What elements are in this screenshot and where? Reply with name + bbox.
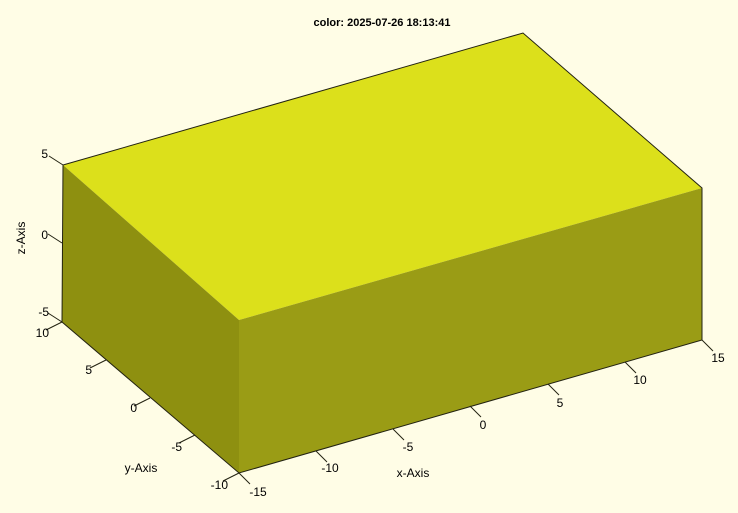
- x-tick-label: 5: [557, 396, 564, 410]
- x-tick-label: -5: [403, 440, 414, 454]
- y-tick-mark: [133, 397, 151, 407]
- chart-title: color: 2025-07-26 18:13:41: [314, 17, 451, 29]
- x-tick-label: 10: [633, 373, 647, 387]
- y-tick-mark: [222, 472, 240, 482]
- tick-marks: [45, 155, 714, 485]
- y-tick-mark: [178, 434, 196, 444]
- z-tick-label: -5: [38, 305, 49, 319]
- y-tick-label: 5: [85, 363, 92, 377]
- z-tick-label: 0: [41, 228, 48, 242]
- x-tick-mark: [701, 339, 714, 352]
- x-tick-label: -15: [249, 485, 267, 499]
- z-axis-title: z-Axis: [14, 222, 28, 255]
- x-tick-label: 15: [711, 351, 725, 365]
- box-right-face: [239, 188, 702, 473]
- z-tick-mark: [47, 233, 63, 244]
- x-tick-mark: [315, 450, 328, 463]
- y-tick-label: 0: [130, 401, 137, 415]
- x-tick-mark: [238, 472, 251, 485]
- z-tick-mark: [48, 155, 64, 166]
- x-tick-label: -10: [321, 461, 339, 475]
- y-tick-label: -10: [211, 478, 229, 492]
- box-left-face: [62, 165, 239, 473]
- z-tick-label: 5: [41, 147, 48, 161]
- x-axis-title: x-Axis: [397, 466, 430, 480]
- y-tick-label: -5: [171, 440, 182, 454]
- plot-labels: color: 2025-07-26 18:13:41 5 0 -5 10 5 0…: [14, 17, 725, 499]
- y-tick-label: 10: [36, 326, 50, 340]
- x-tick-label: 0: [480, 418, 487, 432]
- y-tick-mark: [45, 321, 63, 331]
- box-top-face: [63, 33, 702, 320]
- x-tick-mark: [547, 383, 560, 396]
- z-tick-mark: [47, 312, 63, 323]
- x-tick-mark: [469, 405, 482, 418]
- x-tick-mark: [392, 428, 405, 441]
- x-tick-mark: [624, 361, 637, 374]
- y-axis-title: y-Axis: [125, 461, 158, 475]
- y-tick-mark: [89, 359, 107, 369]
